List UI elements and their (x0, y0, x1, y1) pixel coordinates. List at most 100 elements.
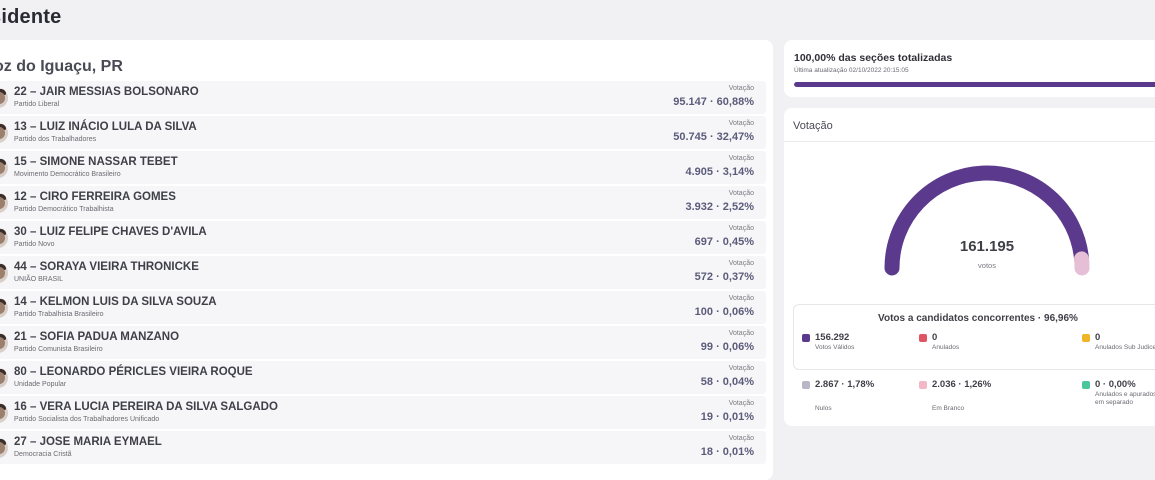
city-title: oz do Iguaçu, PR (0, 58, 123, 75)
vote-label: Votação (728, 295, 754, 302)
candidate-party: Partido Trabalhista Brasileiro (14, 311, 104, 318)
vote-label: Votação (728, 330, 754, 337)
candidate-name: 12 – CIRO FERREIRA GOMES (14, 191, 176, 203)
vote-label: Votação (728, 225, 754, 232)
candidate-party: UNIÃO BRASIL (14, 276, 64, 283)
vote-label: Votação (728, 85, 754, 92)
divider (784, 141, 1155, 142)
candidate-avatar (0, 158, 8, 178)
stat-swatch (1082, 334, 1090, 342)
candidate-row[interactable]: 12 – CIRO FERREIRA GOMES Partido Democrát… (0, 186, 766, 219)
candidate-party: Partido Comunista Brasileiro (14, 346, 103, 353)
stat-value: 0 (932, 332, 938, 343)
candidate-row[interactable]: 30 – LUIZ FELIPE CHAVES D'AVILA Partido N… (0, 221, 766, 254)
stat-value: 0 · 0,00% (1095, 379, 1136, 390)
total-votes: 161.195 (959, 238, 1015, 255)
stat-value: 2.036 · 1,26% (932, 379, 992, 390)
stat-swatch (802, 334, 810, 342)
candidate-party: Partido Liberal (14, 101, 60, 108)
stat-value: 156.292 (815, 332, 850, 343)
candidate-avatar (0, 438, 8, 458)
candidate-avatar (0, 333, 8, 353)
candidate-party: Movimento Democrático Brasileiro (14, 171, 121, 178)
totalization-progress-fill (794, 82, 1155, 87)
vote-label: Votação (728, 435, 754, 442)
candidate-party: Democracia Cristã (14, 451, 72, 458)
candidate-row[interactable]: 14 – KELMON LUIS DA SILVA SOUZA Partido T… (0, 291, 766, 324)
candidate-name: 13 – LUIZ INÁCIO LULA DA SILVA (14, 121, 197, 133)
candidate-avatar (0, 193, 8, 213)
candidate-party: Partido Democrático Trabalhista (14, 206, 114, 213)
stat-label: Votos Válidos (815, 344, 855, 351)
page-title: sidente (0, 6, 62, 28)
candidate-avatar (0, 403, 8, 423)
votes-gauge (884, 165, 1090, 276)
breakdown-title: Votos a candidatos concorrentes · 96,96% (878, 313, 1078, 324)
vote-label: Votação (728, 155, 754, 162)
stat-label: Nulos (815, 405, 832, 412)
candidate-row[interactable]: 80 – LEONARDO PÉRICLES VIEIRA ROQUE Unida… (0, 361, 766, 394)
candidate-row[interactable]: 21 – SOFIA PADUA MANZANO Partido Comunist… (0, 326, 766, 359)
candidate-party: Unidade Popular (14, 381, 67, 388)
candidate-row[interactable]: 16 – VERA LUCIA PEREIRA DA SILVA SALGADO… (0, 396, 766, 429)
vote-label: Votação (728, 120, 754, 127)
votacao-card: Votação 161.195 votos Votos a candidatos… (784, 108, 1155, 426)
candidate-name: 27 – JOSE MARIA EYMAEL (14, 436, 162, 448)
candidate-avatar (0, 298, 8, 318)
candidate-avatar (0, 368, 8, 388)
candidate-avatar (0, 228, 8, 248)
candidate-avatar (0, 263, 8, 283)
candidate-votes: 99 · 0,06% (700, 341, 754, 353)
candidate-avatar (0, 123, 8, 143)
total-votes-unit: votos (978, 261, 996, 270)
candidate-votes: 572 · 0,37% (694, 271, 754, 283)
totalization-progress-bar (794, 82, 1155, 87)
vote-label: Votação (728, 190, 754, 197)
stat-label: Anulados Sub Judice (1095, 344, 1155, 351)
candidate-row[interactable]: 15 – SIMONE NASSAR TEBET Movimento Democr… (0, 151, 766, 184)
last-update-text: Última atualização 02/10/2022 20:15:05 (794, 67, 909, 74)
candidate-votes: 4.905 · 3,14% (685, 166, 755, 178)
stat-swatch (1082, 381, 1090, 389)
candidate-name: 22 – JAIR MESSIAS BOLSONARO (14, 86, 199, 98)
candidate-name: 15 – SIMONE NASSAR TEBET (14, 156, 178, 168)
candidate-name: 80 – LEONARDO PÉRICLES VIEIRA ROQUE (14, 366, 253, 378)
stat-label: Anulados e apurados em separado (1095, 391, 1155, 406)
candidate-votes: 697 · 0,45% (694, 236, 754, 248)
stat-value: 2.867 · 1,78% (815, 379, 875, 390)
candidate-votes: 3.932 · 2,52% (685, 201, 755, 213)
concorrentes-box: Votos a candidatos concorrentes · 96,96% (793, 304, 1155, 370)
stat-value: 0 (1095, 332, 1101, 343)
candidate-row[interactable]: 22 – JAIR MESSIAS BOLSONARO Partido Liber… (0, 81, 766, 114)
vote-label: Votação (728, 400, 754, 407)
stat-swatch (919, 334, 927, 342)
candidate-votes: 58 · 0,04% (700, 376, 754, 388)
candidate-name: 16 – VERA LUCIA PEREIRA DA SILVA SALGADO (14, 401, 278, 413)
candidate-row[interactable]: 13 – LUIZ INÁCIO LULA DA SILVA Partido do… (0, 116, 766, 149)
vote-label: Votação (728, 260, 754, 267)
votacao-title: Votação (793, 120, 833, 132)
stat-swatch (802, 381, 810, 389)
stat-label: Em Branco (932, 405, 965, 412)
candidate-list: 22 – JAIR MESSIAS BOLSONARO Partido Liber… (0, 81, 766, 466)
stat-swatch (919, 381, 927, 389)
totalization-title: 100,00% das seções totalizadas (794, 52, 953, 64)
candidate-votes: 18 · 0,01% (700, 446, 754, 458)
totalization-card: 100,00% das seções totalizadas Última at… (784, 40, 1155, 97)
candidate-row[interactable]: 44 – SORAYA VIEIRA THRONICKE UNIÃO BRASIL… (0, 256, 766, 289)
candidate-name: 14 – KELMON LUIS DA SILVA SOUZA (14, 296, 217, 308)
candidate-votes: 19 · 0,01% (700, 411, 754, 423)
candidate-party: Partido Novo (14, 241, 55, 248)
candidate-party: Partido dos Trabalhadores (14, 136, 97, 143)
candidate-name: 30 – LUIZ FELIPE CHAVES D'AVILA (14, 226, 207, 238)
candidate-row[interactable]: 27 – JOSE MARIA EYMAEL Democracia Cristã V… (0, 431, 766, 464)
candidate-votes: 95.147 · 60,88% (673, 96, 754, 108)
gauge-valid-arc (884, 165, 1090, 276)
candidate-votes: 50.745 · 32,47% (673, 131, 754, 143)
stat-label: Anulados (932, 344, 960, 351)
vote-label: Votação (728, 365, 754, 372)
votes-breakdown: Votos a candidatos concorrentes · 96,96%… (793, 304, 1155, 424)
candidate-votes: 100 · 0,06% (694, 306, 754, 318)
candidate-avatar (0, 88, 8, 108)
candidate-name: 44 – SORAYA VIEIRA THRONICKE (14, 261, 199, 273)
